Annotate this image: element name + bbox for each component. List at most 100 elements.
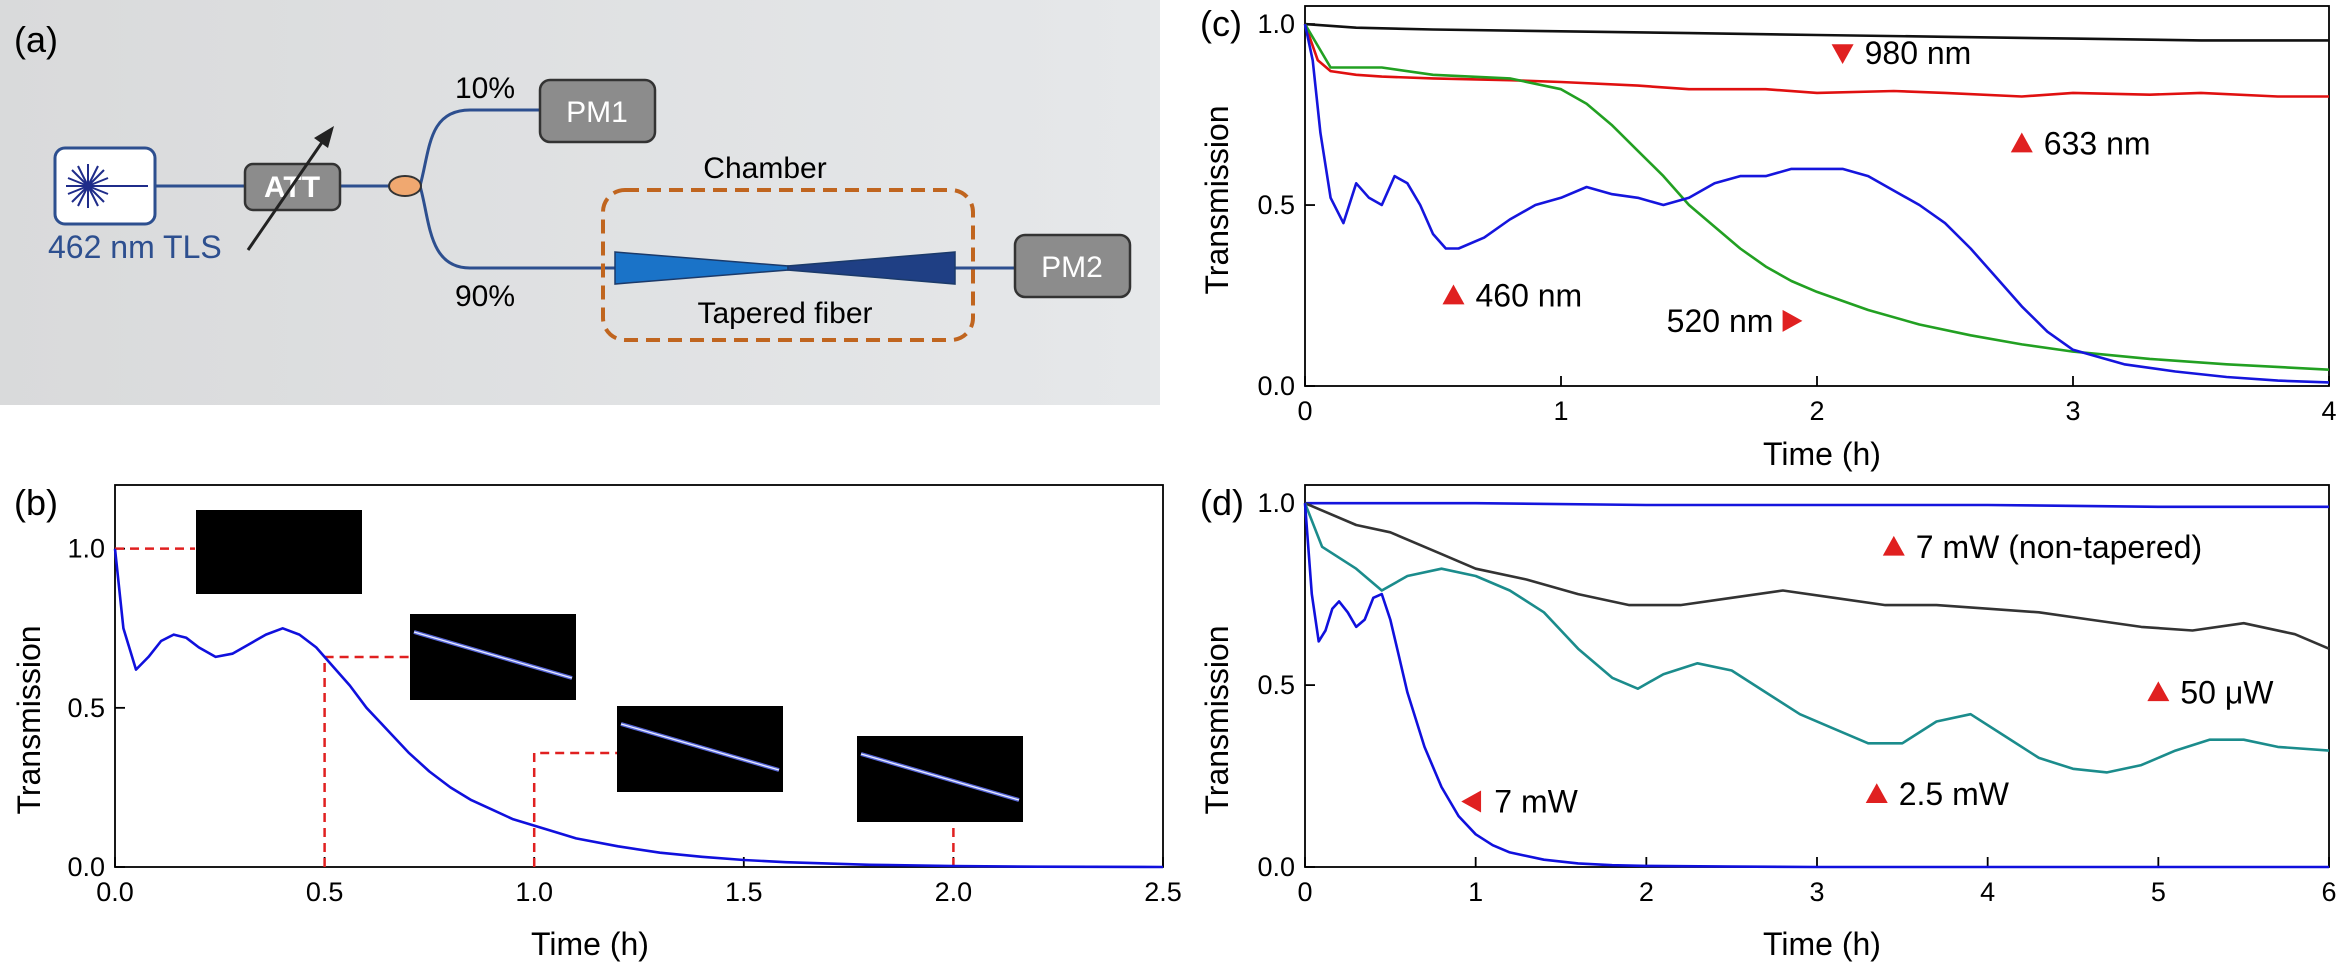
annotation: 7 mW (1461, 784, 1579, 820)
series-line-3 (1303, 503, 2329, 869)
triangle-marker-icon (1882, 535, 1905, 556)
plot-frame (114, 484, 1164, 868)
series-line-0 (1304, 22, 2329, 42)
laser-burst-icon (66, 164, 148, 208)
annotation-label: 50 μW (2180, 674, 2274, 710)
annotation: 520 nm (1667, 303, 1803, 339)
fiber-label: Tapered fiber (697, 297, 872, 330)
x-tick-label: 2.5 (1144, 877, 1182, 907)
annotation-label: 7 mW (1494, 784, 1578, 820)
dashed-marker-line (532, 751, 617, 867)
y-tick-label: 0.0 (1257, 371, 1295, 401)
x-tick-label: 4 (2321, 396, 2336, 426)
panel-c-label: (c) (1200, 3, 1242, 44)
x-tick-label: 4 (1980, 877, 1995, 907)
chart-c-xlabel: Time (h) (1763, 436, 1881, 472)
series-line-1 (1304, 502, 2330, 650)
x-tick-label: 1 (1468, 877, 1483, 907)
x-tick-label: 0.0 (96, 877, 134, 907)
x-tick-label: 1.5 (725, 877, 763, 907)
x-tick-label: 2 (1809, 396, 1824, 426)
series-line-2 (1303, 502, 2330, 774)
y-tick-label: 0.5 (1257, 670, 1295, 700)
x-tick-label: 0.5 (306, 877, 344, 907)
annotation-label: 2.5 mW (1899, 776, 2010, 812)
x-tick-label: 2.0 (935, 877, 973, 907)
chart-d-xlabel: Time (h) (1763, 926, 1881, 962)
triangle-marker-icon (1831, 44, 1854, 65)
x-tick-label: 0 (1297, 877, 1312, 907)
triangle-marker-icon (1442, 284, 1465, 305)
panel-d-label: (d) (1200, 482, 1244, 523)
source-label: 462 nm TLS (48, 229, 222, 265)
y-tick-label: 0.0 (67, 852, 105, 882)
dashed-marker-line (857, 818, 955, 867)
fiber-inset-image (857, 736, 1023, 822)
panel-a-background (0, 0, 1160, 405)
chart-c: 0 1 2 3 4 0.0 0.5 1.0 980 nm 633 nm 460 nm 520 nm (1257, 5, 2337, 426)
x-tick-label: 0 (1297, 396, 1312, 426)
y-tick-label: 0.5 (67, 693, 105, 723)
split-top-label: 10% (455, 72, 515, 105)
x-tick-label: 5 (2151, 877, 2166, 907)
chart-d-ylabel: Transmission (1199, 625, 1235, 814)
triangle-marker-icon (1782, 309, 1803, 332)
chart-b: 0.0 0.5 1.0 1.5 2.0 2.5 0.0 0.5 1.0 (67, 484, 1182, 907)
power-meter-2: PM2 (1013, 233, 1132, 299)
split-bottom-label: 90% (455, 280, 515, 313)
laser-source (53, 146, 157, 226)
annotation-label: 980 nm (1865, 35, 1972, 71)
annotation-label: 7 mW (non-tapered) (1916, 529, 2202, 565)
annotation-label: 520 nm (1667, 303, 1774, 339)
fiber-inset-image (410, 614, 576, 700)
annotation: 7 mW (non-tapered) (1882, 529, 2202, 565)
chamber-label: Chamber (703, 152, 826, 185)
series-line-0 (1305, 501, 2329, 509)
chart-d: 0 1 2 3 4 5 6 0.0 0.5 1.0 7 mW (non-tapered) 50 μW 2… (1257, 484, 2337, 907)
panel-a-label: (a) (14, 19, 58, 60)
x-tick-label: 1.0 (515, 877, 553, 907)
chart-c-ylabel: Transmission (1199, 105, 1235, 294)
triangle-marker-icon (1865, 783, 1888, 804)
annotation-label: 633 nm (2044, 126, 2151, 162)
y-tick-label: 0.5 (1257, 190, 1295, 220)
triangle-marker-icon (2010, 132, 2033, 153)
x-tick-label: 6 (2321, 877, 2336, 907)
chart-b-ylabel: Transmission (11, 625, 47, 814)
series-line-3 (1303, 23, 2330, 384)
annotation: 460 nm (1442, 278, 1582, 314)
triangle-marker-icon (1461, 790, 1482, 813)
coupler (388, 175, 422, 197)
pm1-label: PM1 (566, 96, 628, 129)
power-meter-1: PM1 (538, 78, 657, 144)
y-tick-label: 1.0 (67, 534, 105, 564)
x-tick-label: 3 (1809, 877, 1824, 907)
series-line-1 (1303, 23, 2329, 98)
y-tick-label: 0.0 (1257, 852, 1295, 882)
dashed-marker-line (323, 655, 410, 867)
panel-b-label: (b) (14, 482, 58, 523)
x-tick-label: 1 (1553, 396, 1568, 426)
y-tick-label: 1.0 (1257, 9, 1295, 39)
fiber-inset-image (617, 706, 783, 792)
chamber-box (601, 188, 975, 342)
y-tick-label: 1.0 (1257, 488, 1295, 518)
chart-b-xlabel: Time (h) (531, 926, 649, 962)
attenuator: ATT (243, 126, 342, 251)
panel-a: (a) 462 nm TLS (0, 0, 1160, 405)
annotation: 980 nm (1831, 35, 1972, 71)
fiber-inset-image (196, 510, 362, 594)
annotation: 50 μW (2147, 674, 2274, 710)
annotation-label: 460 nm (1475, 278, 1582, 314)
pm2-label: PM2 (1041, 251, 1103, 284)
triangle-marker-icon (2147, 681, 2170, 702)
tapered-fiber (614, 251, 956, 285)
annotation: 633 nm (2010, 126, 2151, 162)
attenuator-arrow-icon (246, 137, 327, 251)
x-tick-label: 2 (1639, 877, 1654, 907)
x-tick-label: 3 (2065, 396, 2080, 426)
series-line-0 (113, 548, 1164, 869)
series-line-2 (1303, 23, 2330, 371)
fiber-lines (155, 108, 1020, 270)
plot-frame (1304, 5, 2330, 387)
